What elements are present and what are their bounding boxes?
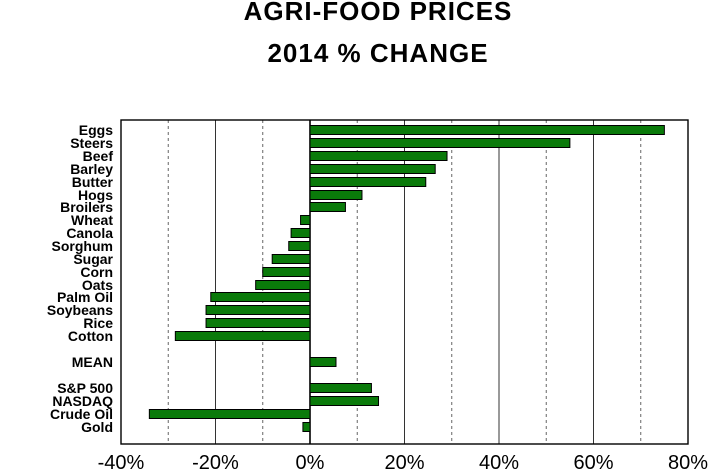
- bar-wheat: [300, 215, 311, 225]
- category-label: Oats: [82, 277, 113, 293]
- bar-eggs: [309, 125, 665, 135]
- x-tick-label: 60%: [573, 452, 613, 471]
- bar-cotton: [174, 331, 311, 341]
- category-label: Sorghum: [52, 238, 113, 254]
- x-tick-label: 80%: [668, 452, 708, 471]
- category-label: Palm Oil: [57, 289, 113, 305]
- bar-sugar: [271, 254, 311, 264]
- category-label: Cotton: [68, 328, 113, 344]
- category-label: NASDAQ: [52, 393, 113, 409]
- category-label: Beef: [83, 148, 114, 164]
- x-tick-label: 20%: [384, 452, 424, 471]
- category-label: Crude Oil: [50, 406, 113, 422]
- category-label: Wheat: [71, 212, 113, 228]
- category-label: Eggs: [79, 122, 113, 138]
- bar-butter: [309, 177, 427, 187]
- bar-sorghum: [288, 241, 311, 251]
- category-label: Steers: [70, 135, 113, 151]
- x-tick-label: 40%: [479, 452, 519, 471]
- bar-barley: [309, 164, 436, 174]
- bar-steers: [309, 138, 571, 148]
- category-label: Gold: [81, 419, 113, 435]
- category-label: S&P 500: [57, 380, 113, 396]
- plot-frame: [120, 119, 689, 445]
- x-tick-label: 0%: [296, 452, 325, 471]
- category-label: Canola: [66, 225, 113, 241]
- bar-oats: [255, 280, 311, 290]
- category-label: Butter: [72, 174, 114, 190]
- category-label: Rice: [83, 315, 113, 331]
- category-label: Sugar: [73, 251, 113, 267]
- bar-mean: [309, 357, 337, 367]
- bar-canola: [290, 228, 311, 238]
- bar-crude-oil: [148, 409, 311, 419]
- bar-hogs: [309, 190, 363, 200]
- x-tick-label: -40%: [98, 452, 145, 471]
- category-label: Soybeans: [47, 302, 113, 318]
- bar-rice: [205, 318, 311, 328]
- bar-s-p-500: [309, 383, 372, 393]
- bar-beef: [309, 151, 448, 161]
- bar-corn: [262, 267, 311, 277]
- category-label: Corn: [80, 264, 113, 280]
- chart-title: AGRI-FOOD PRICES: [243, 0, 513, 26]
- category-label: Broilers: [60, 199, 113, 215]
- chart-subtitle: 2014 % CHANGE: [267, 38, 489, 68]
- bar-soybeans: [205, 305, 311, 315]
- x-tick-label: -20%: [192, 452, 239, 471]
- bar-palm-oil: [210, 292, 311, 302]
- category-label: Barley: [70, 161, 113, 177]
- bar-gold: [302, 422, 311, 432]
- bar-nasdaq: [309, 396, 380, 406]
- category-label: Hogs: [78, 187, 113, 203]
- bar-broilers: [309, 202, 346, 212]
- category-label: MEAN: [72, 354, 113, 370]
